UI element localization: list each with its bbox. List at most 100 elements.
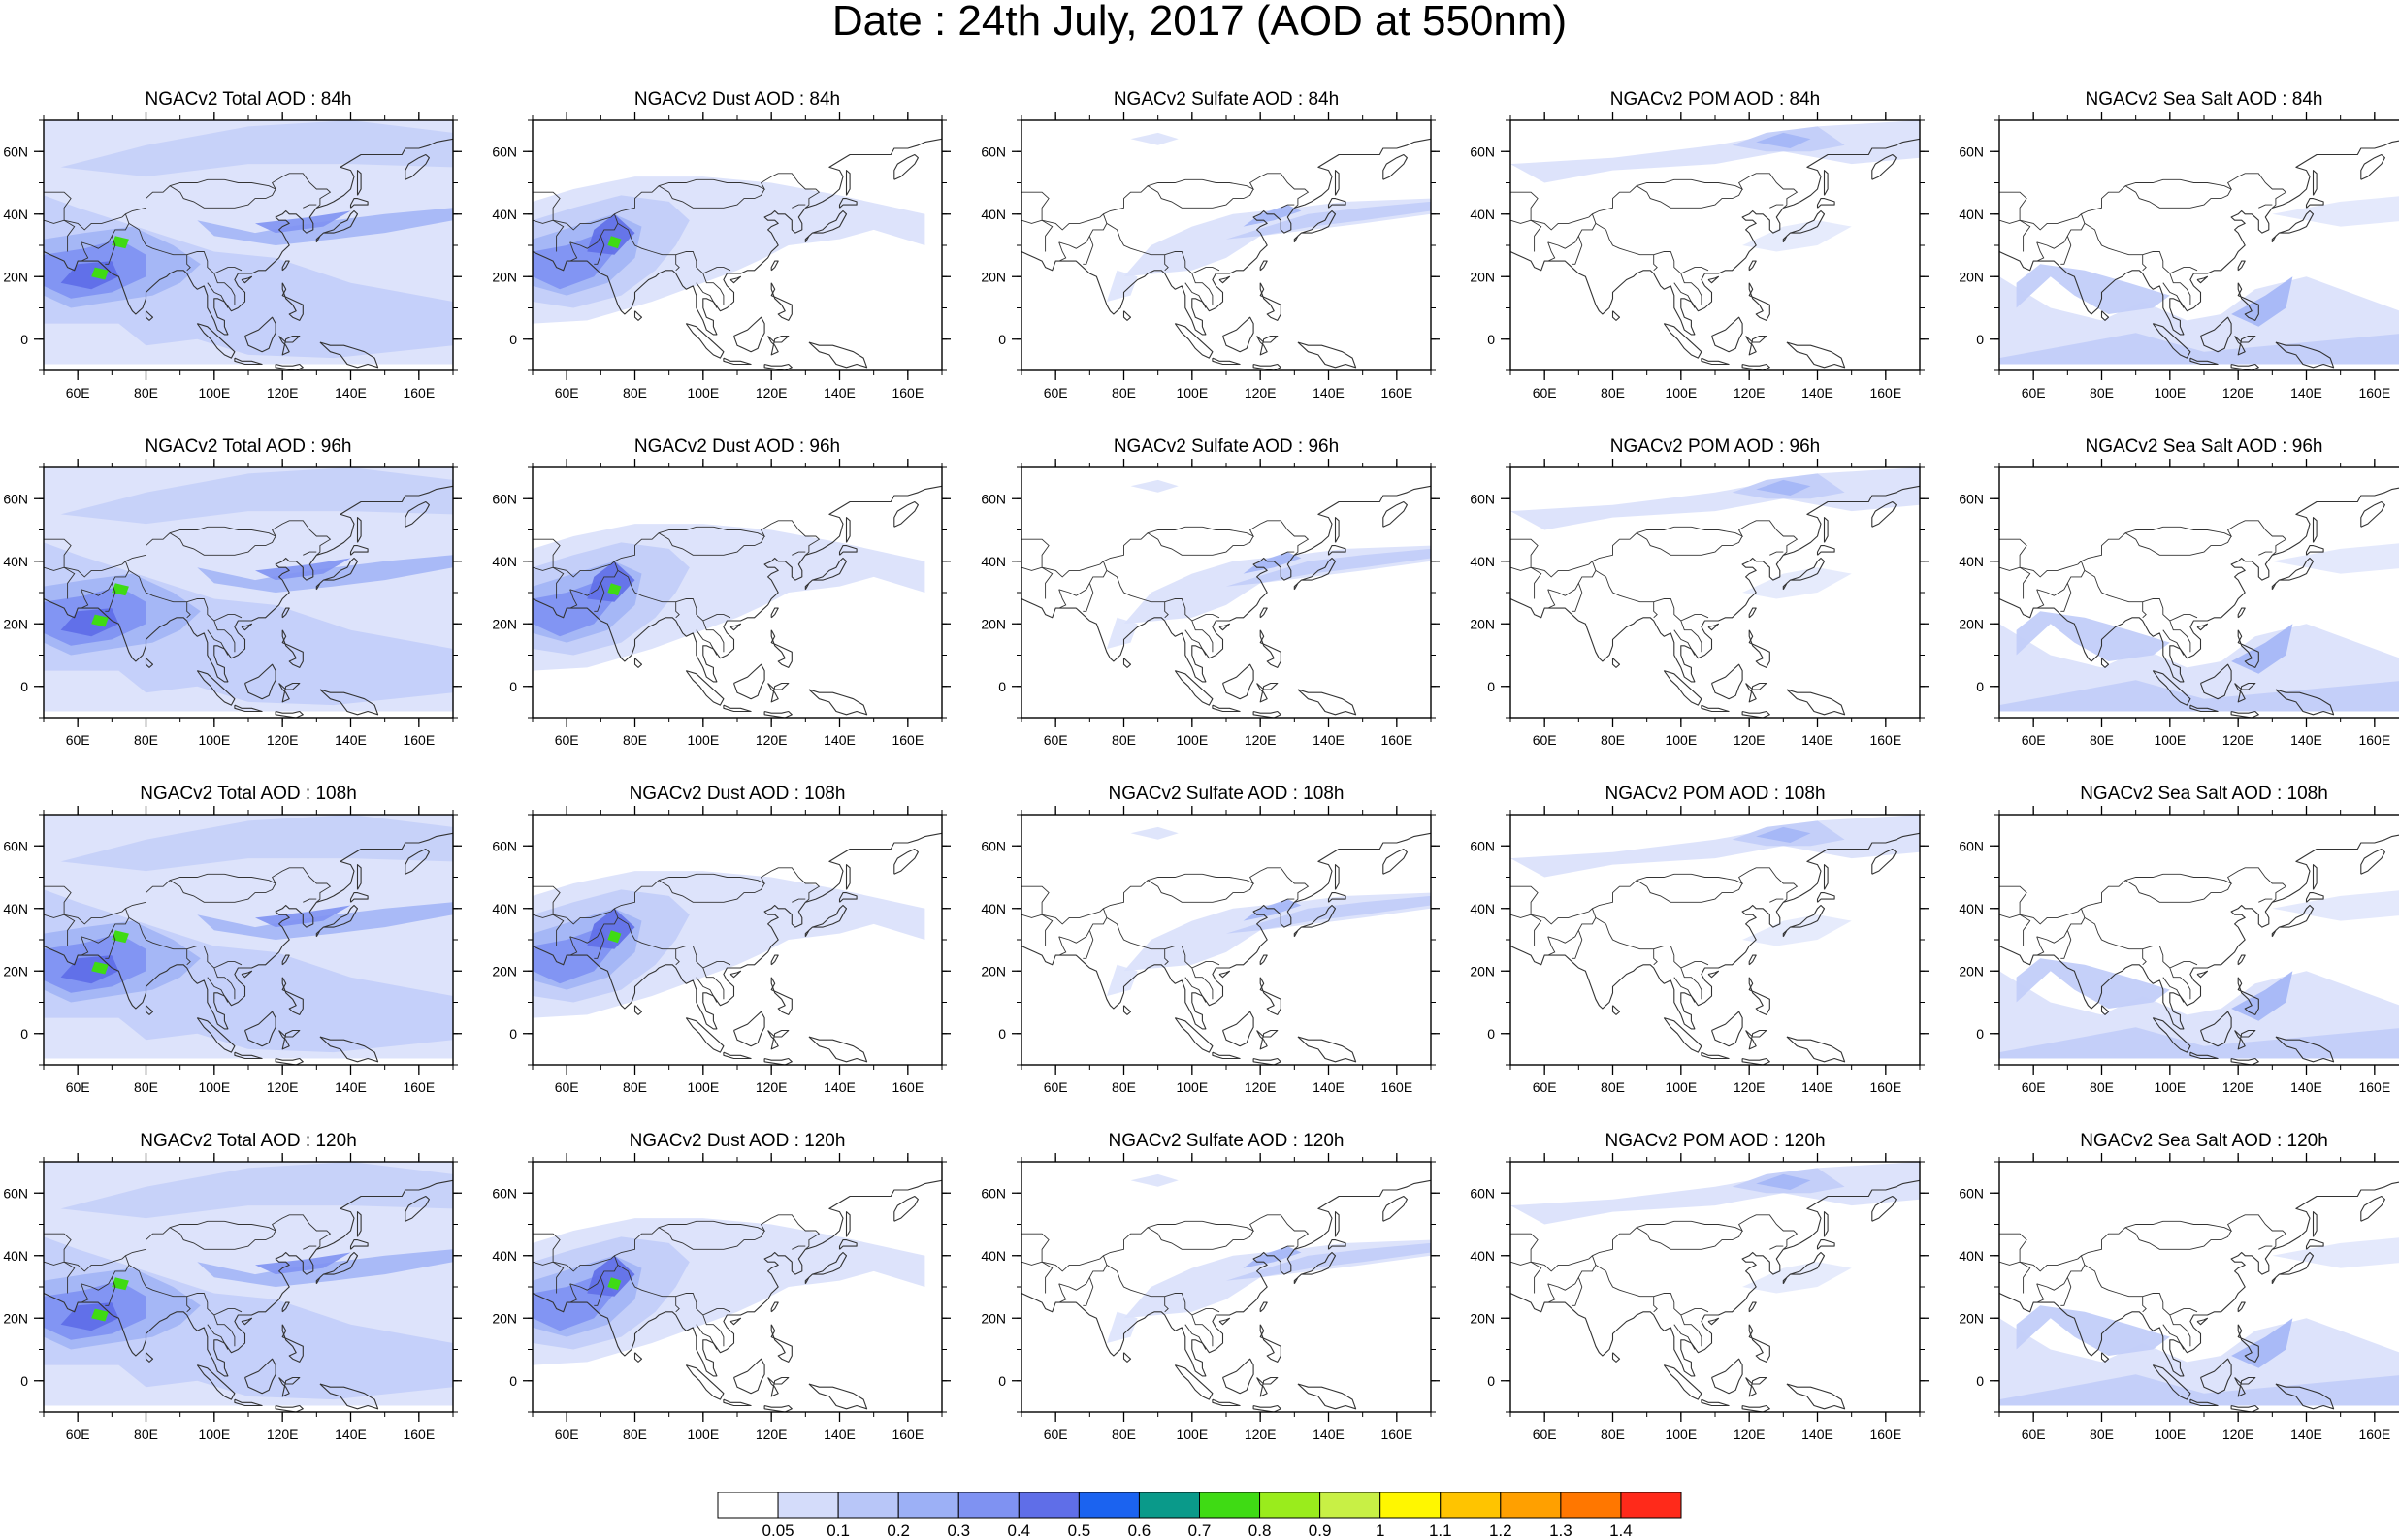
coastline bbox=[2100, 1005, 2110, 1015]
lat-tick-label: 0 bbox=[1976, 1026, 1984, 1042]
country-border bbox=[1281, 1245, 1295, 1250]
country-border bbox=[658, 185, 765, 209]
coastline bbox=[196, 670, 236, 706]
coastline bbox=[275, 710, 304, 718]
coastline bbox=[729, 623, 742, 631]
lon-tick-label: 140E bbox=[1313, 385, 1345, 401]
country-border bbox=[1530, 914, 1542, 946]
country-border bbox=[1191, 967, 1214, 1000]
aod-shading bbox=[1999, 543, 2399, 712]
country-border bbox=[2036, 589, 2045, 609]
country-border bbox=[2060, 583, 2072, 612]
lon-tick-label: 60E bbox=[1533, 1079, 1557, 1095]
lon-tick-label: 80E bbox=[1601, 1427, 1625, 1442]
colorbar-label: 0.2 bbox=[887, 1522, 911, 1540]
country-border bbox=[2060, 236, 2072, 265]
map-panel: NGACv2 Dust AOD : 84h 60E 80E 100E 120E 140E 1… bbox=[489, 89, 974, 436]
lon-tick-label: 80E bbox=[134, 1427, 158, 1442]
country-border bbox=[1164, 601, 1169, 619]
coastline bbox=[2199, 316, 2232, 353]
country-border bbox=[1510, 173, 1799, 231]
aod-region bbox=[1130, 1173, 1179, 1187]
lon-tick-label: 60E bbox=[2022, 732, 2046, 748]
country-border bbox=[44, 885, 72, 915]
country-border bbox=[1147, 1227, 1254, 1250]
country-border bbox=[569, 213, 619, 249]
lon-tick-label: 140E bbox=[335, 1427, 367, 1442]
lon-tick-label: 140E bbox=[2290, 732, 2322, 748]
lon-tick-label: 60E bbox=[555, 732, 579, 748]
coastline bbox=[1259, 1301, 1268, 1313]
coastline bbox=[1782, 557, 1826, 591]
country-border bbox=[2142, 601, 2147, 619]
lon-tick-label: 80E bbox=[134, 1079, 158, 1095]
coastline bbox=[2237, 954, 2246, 966]
coastline bbox=[838, 198, 858, 209]
coastline bbox=[405, 153, 430, 180]
country-border bbox=[2124, 880, 2232, 903]
lon-tick-label: 120E bbox=[1734, 732, 1766, 748]
aod-region bbox=[1226, 201, 1431, 240]
country-border bbox=[2019, 1261, 2031, 1294]
aod-map: 60E 80E 100E 120E 140E 160E 60N 40N 20N 0 bbox=[3, 459, 462, 748]
aod-region bbox=[2016, 1305, 2170, 1356]
lon-tick-label: 160E bbox=[403, 1427, 435, 1442]
coastline bbox=[767, 682, 790, 703]
lat-tick-label: 20N bbox=[3, 269, 28, 284]
colorbar-box bbox=[1199, 1492, 1261, 1519]
coastline bbox=[319, 689, 379, 716]
country-border bbox=[213, 967, 236, 1000]
coastline bbox=[1297, 689, 1357, 716]
lat-tick-label: 0 bbox=[998, 332, 1006, 347]
lat-tick-label: 60N bbox=[3, 144, 28, 159]
coastline bbox=[633, 658, 643, 668]
coastline bbox=[1748, 954, 1757, 966]
aod-shading bbox=[1106, 479, 1431, 649]
country-border bbox=[2258, 204, 2273, 209]
aod-region bbox=[607, 236, 622, 249]
country-border bbox=[2142, 254, 2147, 272]
aod-region bbox=[587, 908, 635, 949]
aod-map: 60E 80E 100E 120E 140E 160E 60N 40N 20N 0 bbox=[1959, 806, 2399, 1095]
aod-region bbox=[1756, 479, 1811, 496]
colorbar-box bbox=[957, 1492, 1020, 1519]
aod-region bbox=[2016, 958, 2170, 1009]
coastline bbox=[1816, 545, 1835, 556]
coastlines bbox=[44, 1179, 453, 1412]
lon-tick-label: 140E bbox=[824, 1079, 856, 1095]
coastline bbox=[1259, 977, 1281, 1015]
colorbar-box bbox=[1018, 1492, 1080, 1519]
coastline bbox=[319, 1036, 379, 1063]
coastline bbox=[685, 1364, 725, 1400]
colorbar-label: 1.2 bbox=[1488, 1522, 1512, 1540]
aod-region bbox=[91, 1308, 109, 1322]
coastline bbox=[2271, 557, 2315, 591]
coastline bbox=[1256, 335, 1279, 356]
lat-tick-label: 20N bbox=[981, 963, 1006, 979]
lon-tick-label: 140E bbox=[335, 732, 367, 748]
country-border bbox=[2084, 917, 2198, 969]
coastline bbox=[685, 1017, 725, 1053]
coastline bbox=[1871, 848, 1897, 875]
lon-tick-label: 100E bbox=[1665, 732, 1697, 748]
panel-title: NGACv2 Total AOD : 108h bbox=[140, 784, 357, 804]
lat-tick-label: 40N bbox=[1470, 554, 1495, 569]
country-border bbox=[1595, 1265, 1709, 1316]
coastline bbox=[2100, 1352, 2110, 1363]
coastline bbox=[723, 357, 752, 366]
panel-title: NGACv2 Total AOD : 120h bbox=[140, 1131, 357, 1151]
country-border bbox=[2169, 1314, 2191, 1347]
country-border bbox=[1041, 914, 1054, 946]
lon-tick-label: 60E bbox=[555, 1427, 579, 1442]
colorbar-label: 0.1 bbox=[827, 1522, 850, 1540]
lon-tick-label: 60E bbox=[1533, 732, 1557, 748]
country-border bbox=[1673, 977, 1696, 1003]
country-border bbox=[1680, 967, 1702, 1000]
country-border bbox=[1106, 1265, 1220, 1316]
lon-tick-label: 80E bbox=[134, 732, 158, 748]
coastline bbox=[633, 310, 643, 321]
aod-map: 60E 80E 100E 120E 140E 160E 60N 40N 20N 0 bbox=[492, 112, 951, 401]
map-panel: NGACv2 Dust AOD : 120h 60E 80E 100E 120E 140E… bbox=[489, 1131, 974, 1478]
aod-region bbox=[2231, 971, 2293, 1021]
coastline bbox=[1218, 623, 1231, 631]
